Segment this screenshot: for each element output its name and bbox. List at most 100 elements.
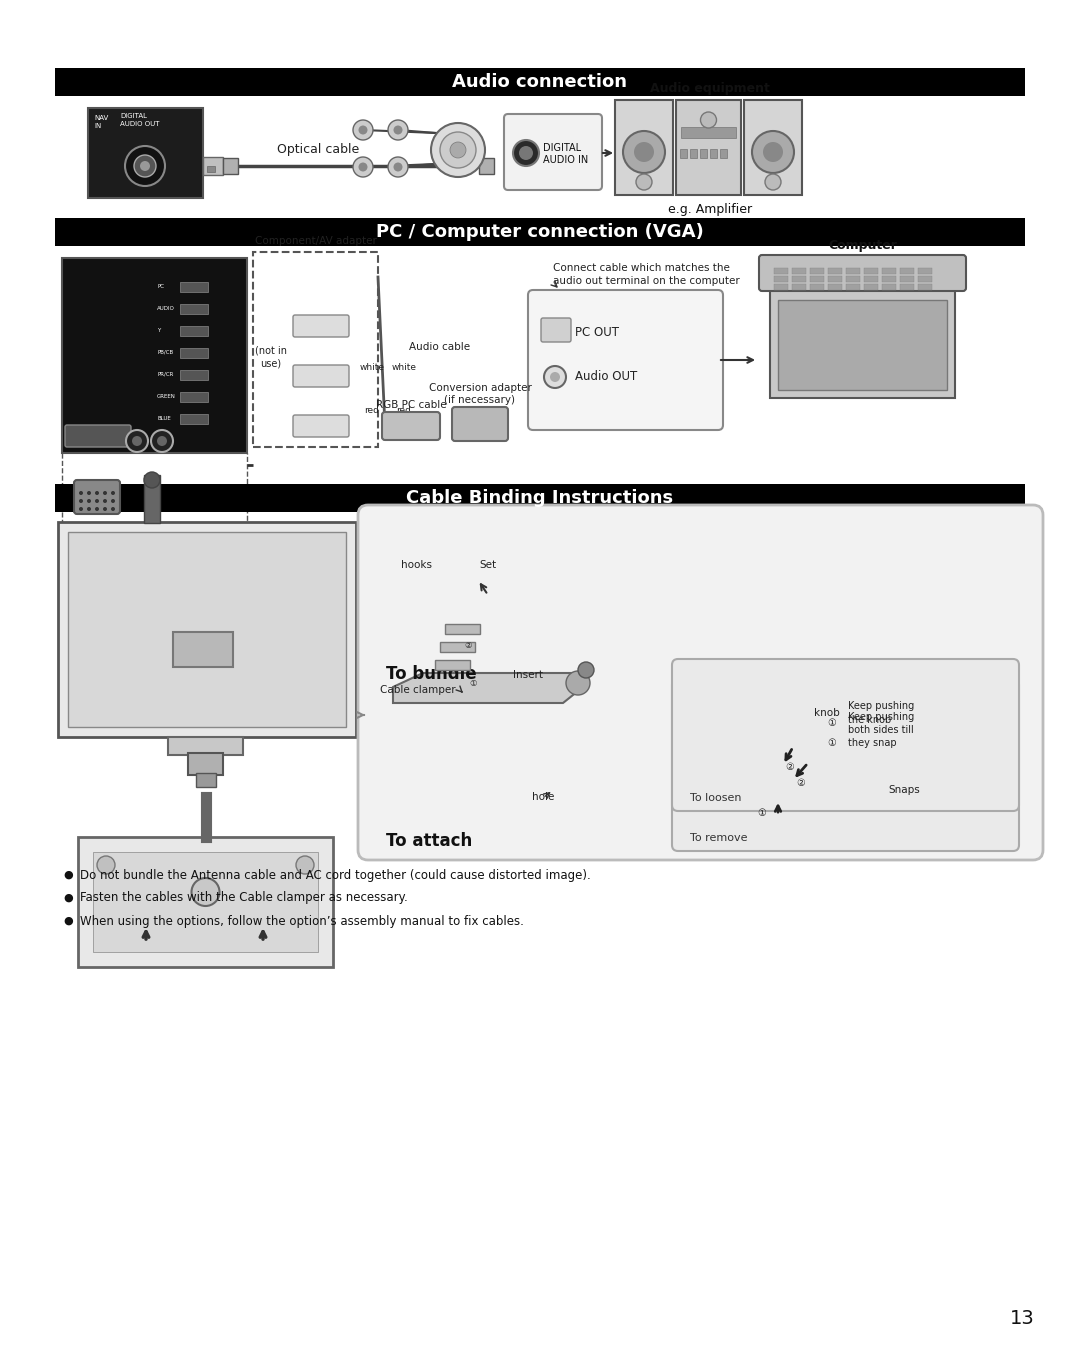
Bar [828, 284, 842, 290]
Circle shape [126, 430, 148, 452]
Bar [864, 268, 878, 275]
Circle shape [95, 499, 99, 503]
Bar [710, 149, 717, 158]
Text: (not in
use): (not in use) [255, 346, 287, 368]
Text: knob: knob [814, 708, 840, 718]
Bar [900, 268, 914, 275]
Circle shape [103, 491, 107, 495]
Text: Do not bundle the Antenna cable and AC cord together (could cause distorted imag: Do not bundle the Antenna cable and AC c… [80, 869, 591, 882]
Bar [882, 268, 896, 275]
Text: ●: ● [63, 870, 72, 879]
FancyBboxPatch shape [293, 415, 349, 437]
Circle shape [97, 856, 114, 874]
Text: ①: ① [757, 808, 766, 819]
Text: Insert: Insert [513, 670, 543, 681]
Circle shape [550, 372, 561, 382]
Bar [792, 268, 806, 275]
FancyBboxPatch shape [528, 290, 723, 430]
Bar [78, 838, 333, 967]
FancyBboxPatch shape [672, 659, 1020, 810]
Text: Fasten the cables with the Cable clamper as necessary.: Fasten the cables with the Cable clamper… [80, 892, 408, 905]
Bar [778, 300, 947, 390]
Circle shape [440, 133, 476, 168]
Bar [180, 414, 208, 423]
Text: RGB PC cable: RGB PC cable [376, 400, 446, 410]
Bar [846, 268, 860, 275]
Circle shape [765, 175, 781, 189]
Text: PB/CB: PB/CB [157, 349, 173, 354]
Circle shape [359, 126, 367, 134]
Text: To bundle: To bundle [386, 666, 476, 683]
Text: Keep pushing
both sides till
they snap: Keep pushing both sides till they snap [848, 712, 915, 748]
Circle shape [388, 120, 408, 139]
Text: PC / Computer connection (VGA): PC / Computer connection (VGA) [376, 223, 704, 241]
Text: Snaps: Snaps [888, 785, 920, 796]
Text: Cable Binding Instructions: Cable Binding Instructions [406, 488, 674, 507]
Text: PC OUT: PC OUT [575, 326, 619, 340]
Bar [690, 149, 697, 158]
Text: Audio cable: Audio cable [409, 342, 471, 352]
Circle shape [111, 491, 114, 495]
Bar [774, 276, 788, 281]
Circle shape [95, 507, 99, 511]
Bar [207, 166, 215, 172]
Bar [864, 276, 878, 281]
Bar [180, 281, 208, 292]
Bar [900, 284, 914, 290]
Text: When using the options, follow the option’s assembly manual to fix cables.: When using the options, follow the optio… [80, 915, 524, 928]
Circle shape [762, 142, 783, 162]
Bar [203, 157, 222, 175]
Bar [810, 284, 824, 290]
Bar [188, 754, 222, 775]
Bar [55, 484, 1025, 511]
Circle shape [296, 856, 314, 874]
Bar [770, 288, 955, 398]
Text: ①: ① [827, 737, 836, 748]
Circle shape [752, 131, 794, 173]
Bar [55, 68, 1025, 96]
Bar [774, 268, 788, 275]
Circle shape [87, 499, 91, 503]
Text: red: red [396, 406, 411, 415]
FancyBboxPatch shape [357, 505, 1043, 861]
Circle shape [111, 499, 114, 503]
Text: hole: hole [531, 792, 554, 802]
Text: To attach: To attach [386, 832, 472, 850]
Bar [792, 284, 806, 290]
Circle shape [125, 146, 165, 185]
Circle shape [359, 162, 367, 172]
FancyBboxPatch shape [382, 413, 440, 440]
Bar [180, 348, 208, 359]
Bar [440, 643, 475, 652]
Bar [173, 632, 233, 667]
Bar [180, 392, 208, 402]
Bar [700, 149, 707, 158]
FancyBboxPatch shape [504, 114, 602, 189]
Circle shape [544, 367, 566, 388]
Bar [480, 158, 494, 175]
Circle shape [87, 507, 91, 511]
Text: e.g. Amplifier: e.g. Amplifier [667, 203, 752, 216]
Bar [180, 304, 208, 314]
Bar [828, 276, 842, 281]
Circle shape [388, 157, 408, 177]
Circle shape [393, 162, 403, 172]
Circle shape [513, 139, 539, 166]
Text: Audio equipment: Audio equipment [650, 83, 770, 95]
Text: Audio connection: Audio connection [453, 73, 627, 91]
FancyBboxPatch shape [75, 480, 120, 514]
Circle shape [140, 161, 150, 170]
Circle shape [191, 878, 219, 907]
Text: Set: Set [480, 560, 497, 570]
Bar [828, 268, 842, 275]
Bar [918, 268, 932, 275]
Bar [900, 276, 914, 281]
Bar [435, 660, 470, 670]
Bar [222, 158, 238, 175]
Circle shape [353, 157, 373, 177]
Circle shape [151, 430, 173, 452]
Text: Connect cable which matches the
audio out terminal on the computer: Connect cable which matches the audio ou… [553, 262, 740, 287]
Polygon shape [393, 672, 583, 704]
Text: Cable clamper: Cable clamper [380, 685, 456, 695]
FancyBboxPatch shape [541, 318, 571, 342]
